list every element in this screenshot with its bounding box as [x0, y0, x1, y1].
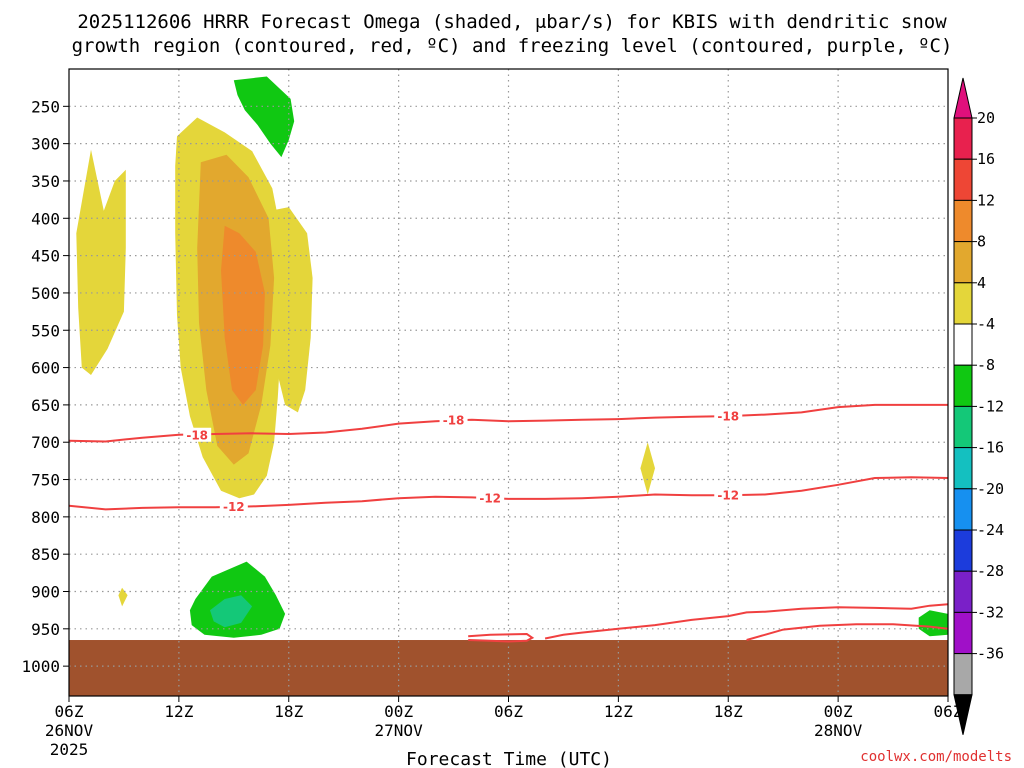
colorbar-label-5: -4	[977, 315, 995, 333]
y-tick-label-13: 900	[31, 583, 60, 602]
dgz-contour-1	[68, 476, 949, 511]
dgz-label-1-1: -12	[479, 492, 501, 506]
colorbar-label-11: -28	[977, 562, 1004, 580]
y-tick-label-1: 300	[31, 135, 60, 154]
colorbar-swatch-10	[953, 529, 973, 572]
plot-area: -18 -18 -18 -12 -12 -12	[68, 68, 949, 697]
x-tick-label-6: 18Z	[714, 702, 743, 721]
colorbar: 20 16 12 8 4 -4 -8 -12 -16 -20 -24 -28 -32 -36	[953, 77, 1004, 735]
dgz-label-bg-1-0	[219, 499, 248, 514]
credit-link[interactable]: coolwx.com/modelts	[860, 749, 1012, 765]
x-tick-label-0: 06Z	[55, 702, 84, 721]
colorbar-label-3: 8	[977, 233, 986, 251]
x-date-label-3: 27NOV	[375, 721, 424, 740]
colorbar-swatch-11	[953, 570, 973, 613]
omega-region-5	[640, 442, 655, 495]
colorbar-label-8: -16	[977, 439, 1004, 457]
y-axis: 250 300 350 400 450 500 550 600 650 700 750 800 850 9…	[21, 97, 69, 676]
colorbar-label-9: -20	[977, 480, 1004, 498]
colorbar-swatch-9	[953, 488, 973, 531]
colorbar-swatch-2	[953, 199, 973, 243]
omega-region-10	[918, 610, 948, 637]
colorbar-swatch-1	[953, 158, 973, 201]
dgz-label-0-0: -18	[186, 428, 208, 442]
omega-shaded-regions	[76, 76, 948, 638]
x-tick-label-7: 00Z	[824, 702, 853, 721]
x-tick-label-3: 00Z	[384, 702, 413, 721]
dgz-label-bg-0-1	[439, 412, 468, 427]
colorbar-swatch-7	[953, 405, 973, 449]
y-tick-label-6: 550	[31, 321, 60, 340]
omega-region-2	[76, 149, 126, 375]
y-tick-label-3: 400	[31, 209, 60, 228]
omega-region-4	[221, 225, 265, 405]
colorbar-swatch-4	[953, 282, 973, 325]
colorbar-over-triangle	[953, 77, 973, 119]
y-tick-label-15: 1000	[21, 657, 60, 676]
colorbar-label-2: 12	[977, 191, 995, 209]
ground-fill	[69, 640, 948, 696]
colorbar-swatch-5	[953, 323, 973, 366]
colorbar-label-6: -8	[977, 356, 995, 374]
omega-region-1	[268, 207, 313, 413]
y-tick-label-4: 450	[31, 247, 60, 266]
dgz-contour-4	[544, 603, 949, 640]
y-tick-label-7: 600	[31, 359, 60, 378]
colorbar-swatch-13	[953, 653, 973, 696]
y-tick-label-14: 950	[31, 620, 60, 639]
dgz-label-1-2: -12	[717, 489, 739, 503]
colorbar-swatch-6	[953, 364, 973, 407]
colorbar-label-4: 4	[977, 274, 986, 292]
dgz-contour-0	[68, 403, 948, 443]
dgz-label-bg-0-0	[183, 427, 212, 442]
x-year-label-0: 2025	[50, 740, 89, 759]
x-tick-label-8: 06Z	[934, 702, 963, 721]
dgz-label-bg-1-2	[714, 488, 743, 503]
colorbar-swatch-0	[953, 117, 973, 160]
dgz-contour-2	[468, 632, 535, 643]
chart-title-line-2: growth region (contoured, red, ºC) and f…	[72, 35, 953, 57]
omega-region-7	[233, 76, 295, 158]
y-tick-label-0: 250	[31, 97, 60, 116]
omega-region-6	[118, 587, 128, 607]
grid-lines	[69, 69, 948, 696]
y-tick-label-5: 500	[31, 284, 60, 303]
y-tick-label-8: 650	[31, 396, 60, 415]
x-tick-label-5: 12Z	[604, 702, 633, 721]
dgz-contours: -18 -18 -18 -12 -12 -12	[68, 403, 949, 643]
y-tick-label-11: 800	[31, 508, 60, 527]
x-tick-label-4: 06Z	[494, 702, 523, 721]
ground-layer	[69, 640, 948, 696]
colorbar-label-1: 16	[977, 150, 995, 168]
colorbar-swatch-3	[953, 241, 973, 284]
dgz-label-1-0: -12	[223, 500, 245, 514]
dgz-label-bg-1-1	[476, 491, 505, 506]
dgz-label-bg-0-2	[714, 409, 743, 424]
colorbar-label-12: -32	[977, 603, 1004, 621]
dgz-label-0-2: -18	[717, 410, 739, 424]
colorbar-label-13: -36	[977, 645, 1004, 663]
colorbar-swatch-12	[953, 611, 973, 655]
x-date-label-7: 28NOV	[814, 721, 863, 740]
colorbar-label-0: 20	[977, 109, 995, 127]
colorbar-swatch-8	[953, 447, 973, 490]
colorbar-label-7: -12	[977, 397, 1004, 415]
y-tick-label-10: 750	[31, 471, 60, 490]
x-axis-label: Forecast Time (UTC)	[406, 749, 612, 768]
colorbar-under-triangle	[953, 694, 973, 735]
dgz-label-0-1: -18	[443, 413, 465, 427]
x-tick-label-2: 18Z	[274, 702, 303, 721]
chart-title-line-1: 2025112606 HRRR Forecast Omega (shaded, …	[77, 11, 947, 33]
y-tick-label-9: 700	[31, 433, 60, 452]
y-tick-label-2: 350	[31, 172, 60, 191]
omega-region-9	[210, 595, 253, 628]
y-tick-label-12: 850	[31, 545, 60, 564]
x-date-label-0: 26NOV	[45, 721, 94, 740]
x-tick-label-1: 12Z	[164, 702, 193, 721]
colorbar-label-10: -24	[977, 521, 1004, 539]
dgz-contour-3	[746, 623, 949, 641]
